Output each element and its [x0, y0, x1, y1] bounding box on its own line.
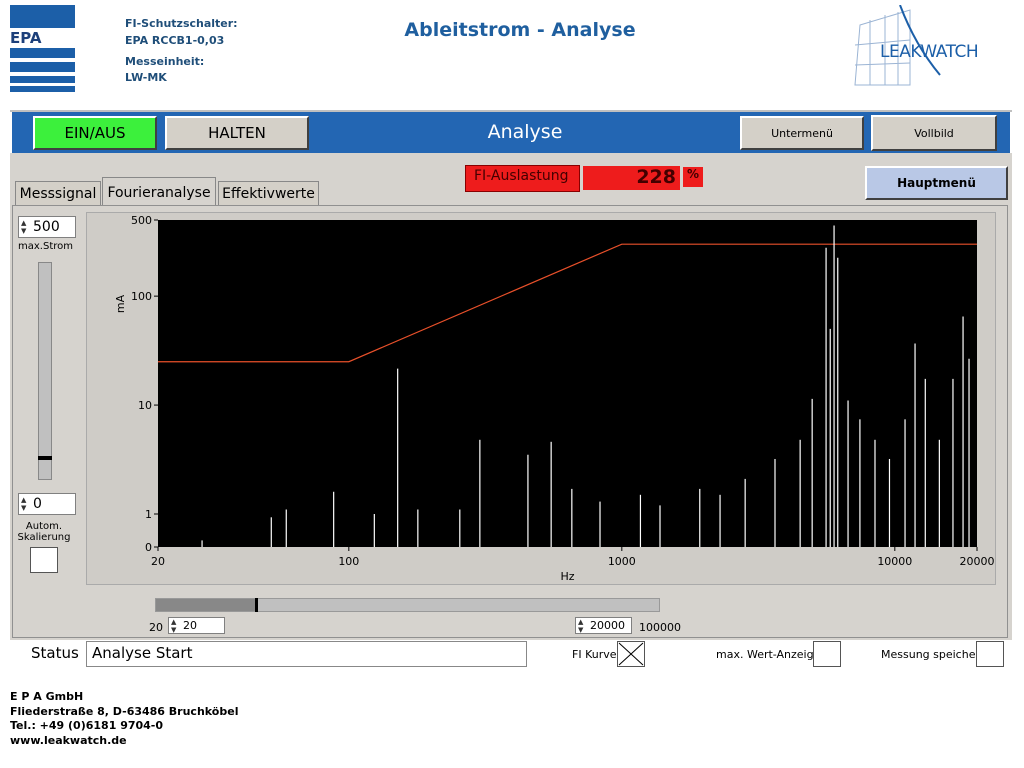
- header-field: Messeinheit:: [125, 55, 205, 68]
- y-tick-label: 100: [131, 290, 152, 303]
- range-end-input[interactable]: ▲ ▼ 20000: [575, 617, 632, 634]
- x-axis-label: Hz: [560, 570, 574, 583]
- max-input[interactable]: ▲ ▼ 500: [18, 216, 76, 238]
- checkbox[interactable]: [813, 641, 841, 667]
- range-handle[interactable]: [255, 598, 258, 612]
- logo-graphic: [854, 5, 941, 86]
- header-field: EPA RCCB1-0,03: [125, 34, 225, 47]
- range-max-label: 100000: [639, 621, 681, 634]
- power-button[interactable]: EIN/AUS: [33, 116, 157, 150]
- range-fill: [156, 599, 256, 611]
- min-input[interactable]: ▲ ▼ 0: [18, 493, 76, 515]
- min-value: 0: [33, 496, 42, 512]
- footer: E P A GmbH Fliederstraße 8, D-63486 Bruc…: [10, 690, 238, 748]
- checkbox[interactable]: [617, 641, 645, 667]
- footer-line: www.leakwatch.de: [10, 733, 127, 747]
- checkbox-label: max. Wert-Anzeige: [716, 648, 821, 661]
- y-axis-label: mA: [114, 294, 127, 313]
- range-min-label: 20: [149, 621, 163, 634]
- status-label: Status: [31, 644, 79, 662]
- auto-checkbox[interactable]: [30, 547, 58, 573]
- load-unit: %: [683, 167, 703, 187]
- logo-bar: [10, 5, 75, 28]
- footer-line: Tel.: +49 (0)6181 9704-0: [10, 719, 164, 732]
- hold-button[interactable]: HALTEN: [165, 116, 309, 150]
- fi-curve: [158, 243, 977, 363]
- max-value: 500: [33, 219, 60, 235]
- max-label: max.Strom: [18, 241, 73, 252]
- header-field: LW-MK: [125, 71, 167, 84]
- plot-area: [158, 220, 977, 547]
- header-field: FI-Schutzschalter:: [125, 17, 238, 30]
- submenu-button[interactable]: Untermenü: [740, 116, 864, 150]
- y-tick-label: 10: [138, 399, 152, 412]
- checkbox[interactable]: [976, 641, 1004, 667]
- spinner[interactable]: ▲ ▼: [21, 496, 27, 512]
- tab[interactable]: Messsignal: [15, 181, 101, 205]
- load-value: 228: [583, 166, 680, 190]
- range-track[interactable]: [155, 598, 660, 612]
- logo-bar: [10, 62, 75, 72]
- chart: 0 1 10 100 500 20 100 1000 10000 20000 Hz mA: [114, 214, 995, 583]
- toolbar-title: Analyse: [487, 121, 563, 143]
- check-mark: [618, 642, 644, 666]
- x-tick-label: 1000: [608, 555, 636, 568]
- y-tick-label: 0: [145, 541, 152, 554]
- footer-line: Fliederstraße 8, D-63486 Bruchköbel: [10, 704, 239, 718]
- checkbox-label: Messung speichern: [881, 648, 987, 661]
- status-text: Analyse Start: [86, 641, 527, 667]
- y-tick-label: 1: [145, 508, 152, 521]
- load-label: FI-Auslastung: [465, 165, 580, 192]
- logo-bar: [10, 48, 75, 58]
- x-tick-label: 100: [338, 555, 359, 568]
- main-menu-button[interactable]: Hauptmenü: [865, 166, 1008, 200]
- range-start: 20: [183, 619, 197, 632]
- auto-label: Autom. Skalierung: [17, 521, 71, 543]
- page-title: Ableitstrom - Analyse: [404, 19, 636, 41]
- footer-line: E P A GmbH: [10, 690, 84, 703]
- y-tick-label: 500: [131, 214, 152, 227]
- range-start-input[interactable]: ▲ ▼ 20: [168, 617, 225, 634]
- tab-active[interactable]: Fourieranalyse: [102, 177, 216, 207]
- logo-bar: [10, 86, 75, 92]
- spinner[interactable]: ▲ ▼: [21, 219, 27, 235]
- x-tick-label: 10000: [877, 555, 912, 568]
- logo-right: LEAKWATCH: [880, 42, 979, 62]
- slider-handle[interactable]: [38, 456, 52, 460]
- spinner[interactable]: ▲ ▼: [171, 617, 177, 634]
- range-end: 20000: [590, 619, 625, 632]
- checkbox-label: FI Kurve: [572, 648, 617, 661]
- x-tick-label: 20: [151, 555, 165, 568]
- slider-track[interactable]: [38, 262, 52, 480]
- separator: [10, 110, 1012, 112]
- logo-bar: [10, 76, 75, 83]
- fullscreen-button[interactable]: Vollbild: [871, 115, 997, 151]
- spinner[interactable]: ▲ ▼: [578, 617, 584, 634]
- logo-left: EPA: [10, 29, 42, 47]
- tab[interactable]: Effektivwerte: [218, 181, 319, 205]
- x-tick-label: 20000: [960, 555, 995, 568]
